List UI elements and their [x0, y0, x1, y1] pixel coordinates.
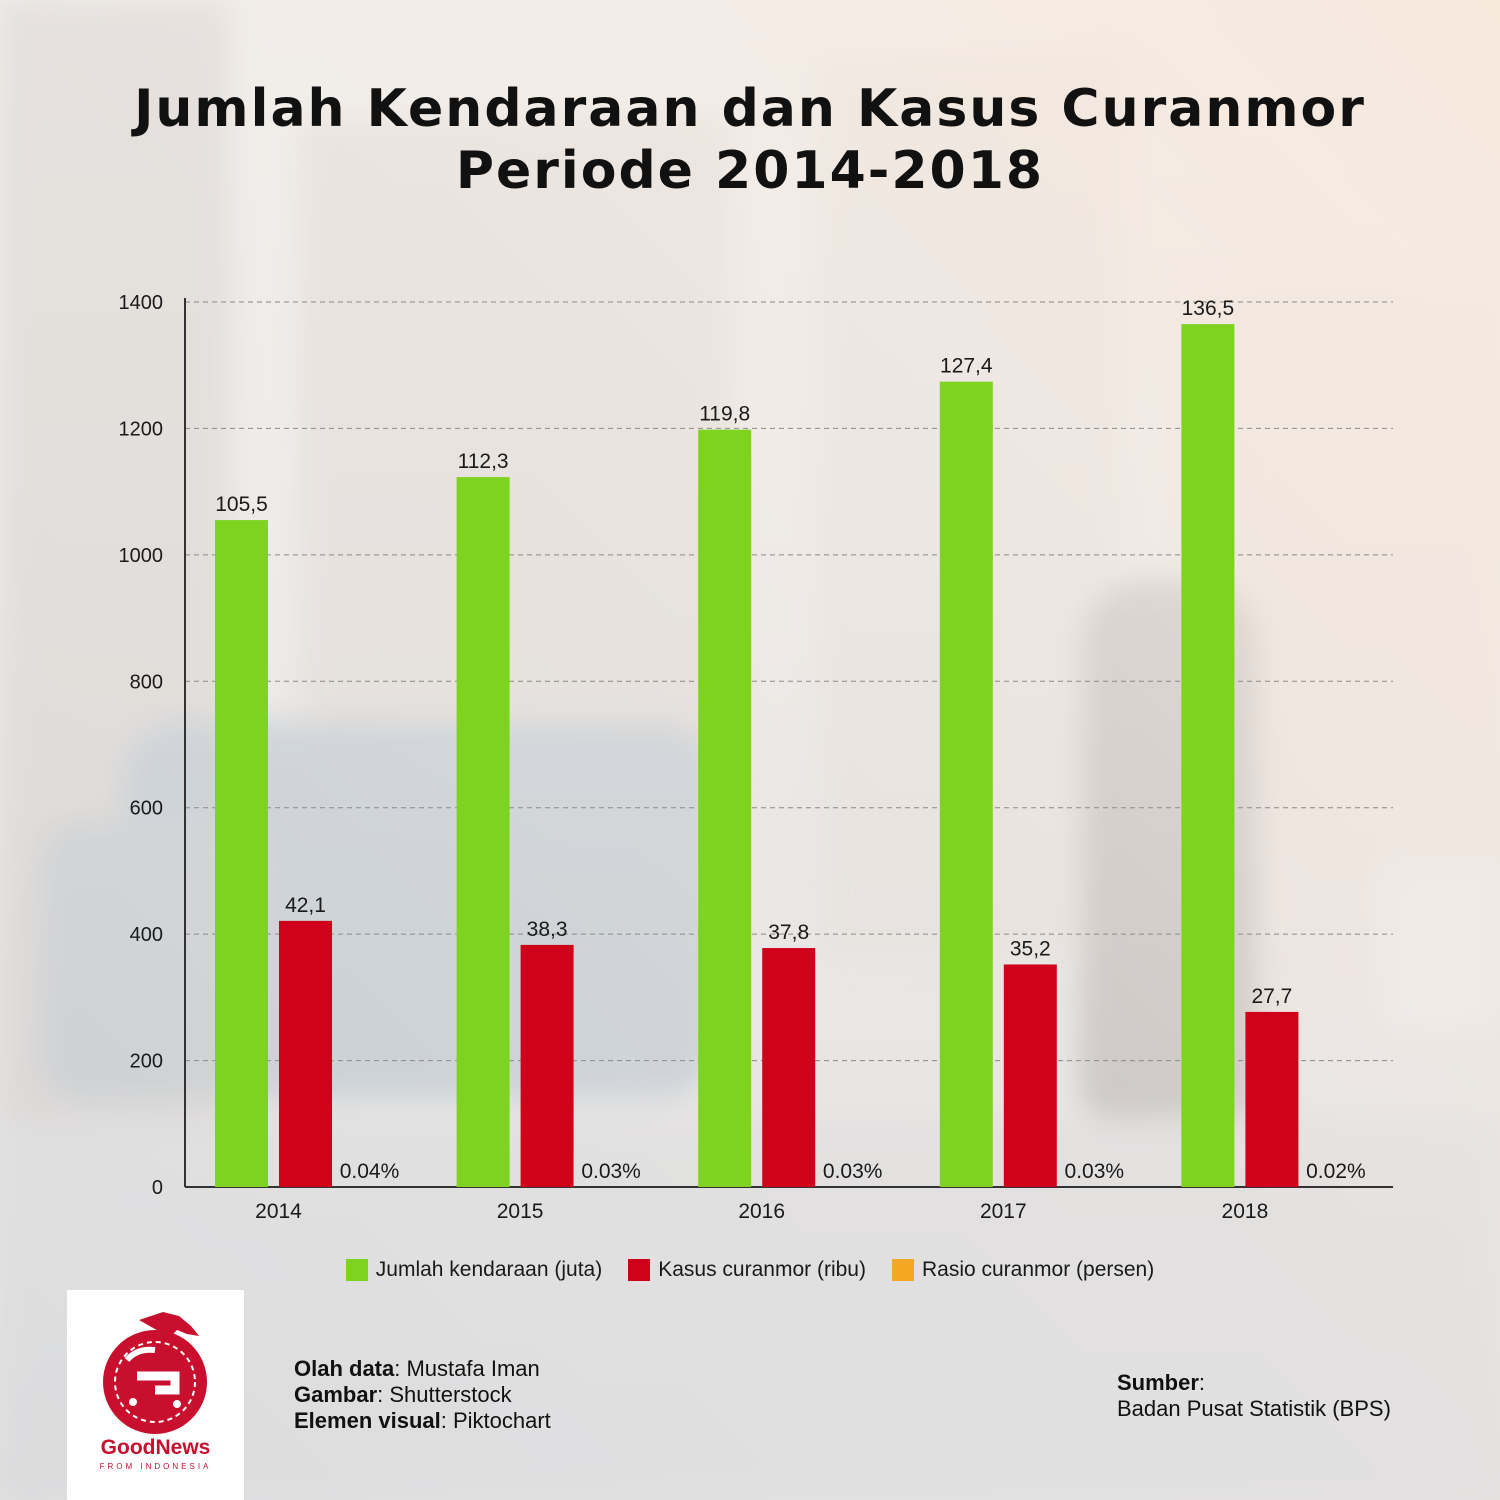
- data-label-2015-series-0: 112,3: [458, 450, 509, 473]
- legend-label-vehicles: Jumlah kendaraan (juta): [375, 1258, 603, 1281]
- bar-2017-series-1: [1003, 964, 1057, 1187]
- legend-item-ratio: Rasio curanmor (persen): [891, 1258, 1155, 1282]
- bar-2017-series-0: [939, 381, 993, 1187]
- source: Sumber: Badan Pusat Statistik (BPS): [1117, 1370, 1391, 1422]
- legend-swatch-ratio: [891, 1259, 914, 1281]
- bar-2014-series-0: [215, 520, 268, 1187]
- data-label-2014-series-1: 42,1: [285, 894, 326, 917]
- legend-label-ratio: Rasio curanmor (persen): [921, 1258, 1155, 1281]
- credit-olah-data: Olah data: Mustafa Iman: [294, 1356, 551, 1382]
- source-label: Sumber: [1117, 1370, 1199, 1395]
- credit-elemen-visual: Elemen visual: Piktochart: [294, 1408, 551, 1434]
- title-line-1: Jumlah Kendaraan dan Kasus Curanmor: [134, 79, 1366, 139]
- data-label-2015-series-1: 38,3: [527, 918, 568, 941]
- credit-gambar-value: : Shutterstock: [377, 1382, 512, 1407]
- source-label-suffix: :: [1198, 1370, 1206, 1395]
- y-tick-label: 800: [130, 671, 163, 693]
- data-label-2018-series-2: 0.02%: [1306, 1160, 1366, 1183]
- credit-gambar-label: Gambar: [294, 1382, 378, 1407]
- x-tick-label: 2016: [738, 1200, 785, 1223]
- bar-2014-series-1: [279, 920, 332, 1187]
- credit-elemen-value: : Piktochart: [440, 1408, 551, 1433]
- chart-title: Jumlah Kendaraan dan Kasus Curanmor Peri…: [0, 78, 1500, 202]
- x-tick-label: 2018: [1222, 1200, 1269, 1223]
- y-tick-label: 400: [130, 924, 163, 946]
- credit-gambar: Gambar: Shutterstock: [294, 1382, 551, 1408]
- data-label-2015-series-2: 0.03%: [581, 1160, 641, 1183]
- bar-2018-series-1: [1245, 1011, 1299, 1187]
- credit-elemen-label: Elemen visual: [294, 1408, 441, 1433]
- source-value: Badan Pusat Statistik (BPS): [1117, 1396, 1391, 1421]
- title-line-2: Periode 2014-2018: [455, 141, 1045, 201]
- y-tick-label: 1200: [119, 418, 164, 440]
- data-label-2014-series-0: 105,5: [215, 493, 268, 516]
- y-tick-label: 600: [130, 798, 163, 820]
- legend-item-vehicles: Jumlah kendaraan (juta): [345, 1258, 603, 1282]
- bar-2015-series-1: [520, 944, 574, 1187]
- logo-subtitle: FROM INDONESIA: [99, 1462, 212, 1471]
- bar-2016-series-0: [698, 429, 752, 1187]
- data-label-2017-series-2: 0.03%: [1065, 1160, 1125, 1183]
- data-label-2016-series-0: 119,8: [699, 403, 750, 426]
- goodnews-logo: GoodNews FROM INDONESIA: [67, 1290, 244, 1500]
- data-label-2016-series-1: 37,8: [768, 921, 809, 944]
- bar-2015-series-0: [456, 477, 510, 1187]
- data-label-2018-series-0: 136,5: [1182, 297, 1235, 320]
- legend: Jumlah kendaraan (juta) Kasus curanmor (…: [0, 1258, 1500, 1282]
- credit-olah-label: Olah data: [294, 1356, 395, 1381]
- data-label-2017-series-0: 127,4: [940, 355, 993, 378]
- data-label-2014-series-2: 0.04%: [340, 1160, 400, 1183]
- data-label-2018-series-1: 27,7: [1251, 985, 1292, 1008]
- logo-name: GoodNews: [100, 1436, 211, 1459]
- y-tick-label: 1000: [119, 545, 164, 567]
- legend-swatch-vehicles: [345, 1259, 368, 1281]
- credit-olah-value: : Mustafa Iman: [394, 1356, 540, 1381]
- credits: Olah data: Mustafa Iman Gambar: Shutters…: [294, 1356, 551, 1434]
- y-tick-label: 0: [152, 1177, 163, 1199]
- garuda-logo-icon: [103, 1312, 207, 1434]
- data-label-2016-series-2: 0.03%: [823, 1160, 883, 1183]
- y-tick-label: 200: [130, 1051, 163, 1073]
- y-tick-label: 1400: [119, 292, 164, 314]
- legend-swatch-theft: [628, 1259, 651, 1281]
- bar-2018-series-0: [1181, 324, 1235, 1187]
- data-label-2017-series-1: 35,2: [1010, 937, 1051, 960]
- legend-item-theft: Kasus curanmor (ribu): [628, 1258, 866, 1282]
- bar-2016-series-1: [762, 948, 816, 1187]
- legend-label-theft: Kasus curanmor (ribu): [658, 1258, 866, 1281]
- x-tick-label: 2017: [980, 1200, 1027, 1223]
- x-tick-label: 2015: [497, 1200, 544, 1223]
- x-tick-label: 2014: [255, 1200, 302, 1223]
